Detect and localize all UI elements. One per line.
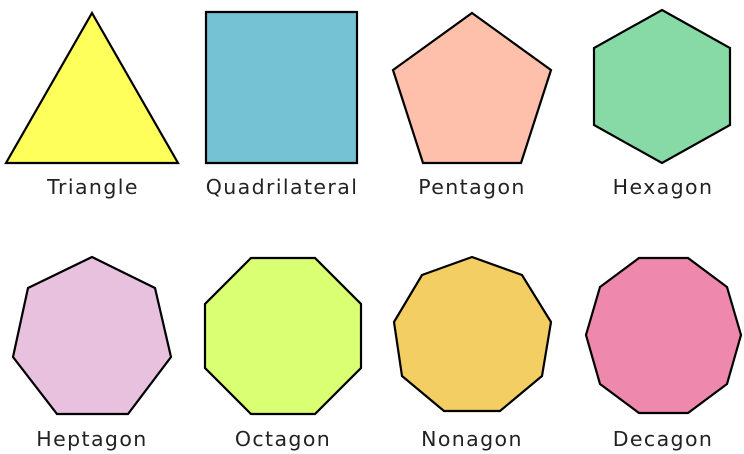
heptagon-figure: Heptagon: [11, 255, 173, 451]
hexagon-figure: Hexagon: [592, 8, 732, 199]
pentagon-figure: Pentagon: [391, 11, 553, 199]
pentagon-label: Pentagon: [418, 175, 526, 199]
hexagon-shape: [592, 8, 732, 165]
octagon-figure: Octagon: [203, 256, 363, 451]
nonagon-figure: Nonagon: [392, 255, 553, 451]
heptagon-shape: [11, 255, 173, 416]
triangle-figure: Triangle: [4, 10, 180, 199]
nonagon-label: Nonagon: [421, 427, 523, 451]
quadrilateral-label: Quadrilateral: [206, 175, 359, 199]
triangle-shape: [4, 10, 180, 165]
octagon-label: Octagon: [235, 427, 331, 451]
decagon-shape: [584, 256, 743, 415]
nonagon-shape: [392, 255, 553, 413]
octagon-shape: [203, 256, 363, 416]
pentagon-shape: [391, 11, 553, 165]
decagon-figure: Decagon: [584, 256, 743, 451]
triangle-label: Triangle: [46, 175, 139, 199]
quadrilateral-figure: Quadrilateral: [204, 10, 359, 199]
quadrilateral-shape: [204, 10, 359, 165]
decagon-label: Decagon: [613, 427, 714, 451]
heptagon-label: Heptagon: [36, 427, 147, 451]
hexagon-label: Hexagon: [613, 175, 714, 199]
